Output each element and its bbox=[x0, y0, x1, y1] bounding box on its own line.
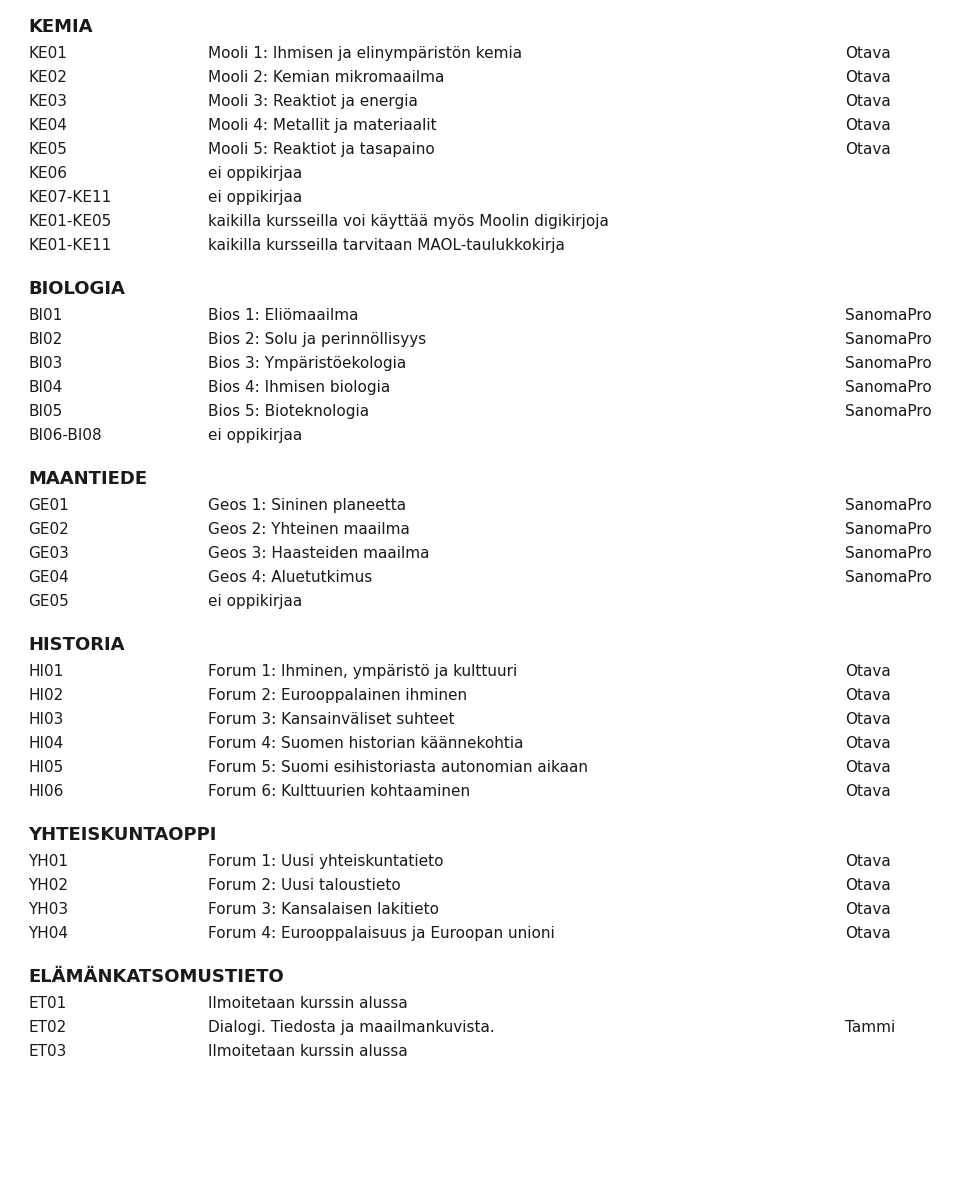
Text: Mooli 2: Kemian mikromaailma: Mooli 2: Kemian mikromaailma bbox=[208, 70, 444, 85]
Text: ELÄMÄNKATSOMUSTIETO: ELÄMÄNKATSOMUSTIETO bbox=[28, 968, 284, 986]
Text: Mooli 5: Reaktiot ja tasapaino: Mooli 5: Reaktiot ja tasapaino bbox=[208, 142, 435, 156]
Text: BI06-BI08: BI06-BI08 bbox=[28, 428, 102, 443]
Text: YH03: YH03 bbox=[28, 902, 68, 917]
Text: HI02: HI02 bbox=[28, 688, 63, 703]
Text: GE04: GE04 bbox=[28, 570, 69, 585]
Text: HI06: HI06 bbox=[28, 784, 63, 799]
Text: Ilmoitetaan kurssin alussa: Ilmoitetaan kurssin alussa bbox=[208, 1044, 408, 1059]
Text: Tammi: Tammi bbox=[845, 1020, 896, 1035]
Text: BI01: BI01 bbox=[28, 308, 62, 324]
Text: KE05: KE05 bbox=[28, 142, 67, 156]
Text: Otava: Otava bbox=[845, 854, 891, 869]
Text: Bios 4: Ihmisen biologia: Bios 4: Ihmisen biologia bbox=[208, 380, 391, 395]
Text: Otava: Otava bbox=[845, 70, 891, 85]
Text: kaikilla kursseilla tarvitaan MAOL-taulukkokirja: kaikilla kursseilla tarvitaan MAOL-taulu… bbox=[208, 238, 564, 254]
Text: ei oppikirjaa: ei oppikirjaa bbox=[208, 594, 302, 609]
Text: BI03: BI03 bbox=[28, 356, 62, 371]
Text: GE01: GE01 bbox=[28, 498, 69, 513]
Text: Forum 2: Eurooppalainen ihminen: Forum 2: Eurooppalainen ihminen bbox=[208, 688, 468, 703]
Text: Mooli 4: Metallit ja materiaalit: Mooli 4: Metallit ja materiaalit bbox=[208, 118, 437, 133]
Text: SanomaPro: SanomaPro bbox=[845, 570, 932, 585]
Text: Mooli 3: Reaktiot ja energia: Mooli 3: Reaktiot ja energia bbox=[208, 94, 418, 109]
Text: Forum 1: Ihminen, ympäristö ja kulttuuri: Forum 1: Ihminen, ympäristö ja kulttuuri bbox=[208, 664, 517, 679]
Text: Dialogi. Tiedosta ja maailmankuvista.: Dialogi. Tiedosta ja maailmankuvista. bbox=[208, 1020, 494, 1035]
Text: BIOLOGIA: BIOLOGIA bbox=[28, 280, 125, 297]
Text: YH02: YH02 bbox=[28, 878, 68, 893]
Text: KEMIA: KEMIA bbox=[28, 18, 92, 36]
Text: YH04: YH04 bbox=[28, 925, 68, 941]
Text: Otava: Otava bbox=[845, 760, 891, 775]
Text: Forum 2: Uusi taloustieto: Forum 2: Uusi taloustieto bbox=[208, 878, 400, 893]
Text: Otava: Otava bbox=[845, 902, 891, 917]
Text: Otava: Otava bbox=[845, 46, 891, 60]
Text: Forum 5: Suomi esihistoriasta autonomian aikaan: Forum 5: Suomi esihistoriasta autonomian… bbox=[208, 760, 588, 775]
Text: Forum 4: Eurooppalaisuus ja Euroopan unioni: Forum 4: Eurooppalaisuus ja Euroopan uni… bbox=[208, 925, 555, 941]
Text: Geos 2: Yhteinen maailma: Geos 2: Yhteinen maailma bbox=[208, 523, 410, 537]
Text: HI01: HI01 bbox=[28, 664, 63, 679]
Text: GE02: GE02 bbox=[28, 523, 69, 537]
Text: Otava: Otava bbox=[845, 784, 891, 799]
Text: MAANTIEDE: MAANTIEDE bbox=[28, 470, 147, 488]
Text: HISTORIA: HISTORIA bbox=[28, 636, 125, 654]
Text: KE02: KE02 bbox=[28, 70, 67, 85]
Text: KE04: KE04 bbox=[28, 118, 67, 133]
Text: Otava: Otava bbox=[845, 94, 891, 109]
Text: KE06: KE06 bbox=[28, 166, 67, 181]
Text: Otava: Otava bbox=[845, 736, 891, 751]
Text: Otava: Otava bbox=[845, 664, 891, 679]
Text: KE01: KE01 bbox=[28, 46, 67, 60]
Text: ET01: ET01 bbox=[28, 997, 66, 1011]
Text: Forum 3: Kansainväliset suhteet: Forum 3: Kansainväliset suhteet bbox=[208, 712, 455, 728]
Text: SanomaPro: SanomaPro bbox=[845, 380, 932, 395]
Text: Otava: Otava bbox=[845, 142, 891, 156]
Text: KE03: KE03 bbox=[28, 94, 67, 109]
Text: SanomaPro: SanomaPro bbox=[845, 308, 932, 324]
Text: Ilmoitetaan kurssin alussa: Ilmoitetaan kurssin alussa bbox=[208, 997, 408, 1011]
Text: Otava: Otava bbox=[845, 688, 891, 703]
Text: GE05: GE05 bbox=[28, 594, 69, 609]
Text: ei oppikirjaa: ei oppikirjaa bbox=[208, 428, 302, 443]
Text: Forum 3: Kansalaisen lakitieto: Forum 3: Kansalaisen lakitieto bbox=[208, 902, 439, 917]
Text: HI04: HI04 bbox=[28, 736, 63, 751]
Text: HI03: HI03 bbox=[28, 712, 63, 728]
Text: SanomaPro: SanomaPro bbox=[845, 332, 932, 347]
Text: ei oppikirjaa: ei oppikirjaa bbox=[208, 166, 302, 181]
Text: kaikilla kursseilla voi käyttää myös Moolin digikirjoja: kaikilla kursseilla voi käyttää myös Moo… bbox=[208, 214, 609, 229]
Text: Geos 3: Haasteiden maailma: Geos 3: Haasteiden maailma bbox=[208, 546, 429, 561]
Text: Bios 5: Bioteknologia: Bios 5: Bioteknologia bbox=[208, 404, 370, 419]
Text: SanomaPro: SanomaPro bbox=[845, 546, 932, 561]
Text: ei oppikirjaa: ei oppikirjaa bbox=[208, 190, 302, 205]
Text: Forum 6: Kulttuurien kohtaaminen: Forum 6: Kulttuurien kohtaaminen bbox=[208, 784, 470, 799]
Text: ET03: ET03 bbox=[28, 1044, 66, 1059]
Text: Otava: Otava bbox=[845, 925, 891, 941]
Text: Otava: Otava bbox=[845, 118, 891, 133]
Text: Bios 3: Ympäristöekologia: Bios 3: Ympäristöekologia bbox=[208, 356, 406, 371]
Text: SanomaPro: SanomaPro bbox=[845, 356, 932, 371]
Text: Forum 4: Suomen historian käännekohtia: Forum 4: Suomen historian käännekohtia bbox=[208, 736, 523, 751]
Text: SanomaPro: SanomaPro bbox=[845, 498, 932, 513]
Text: KE01-KE11: KE01-KE11 bbox=[28, 238, 111, 254]
Text: Otava: Otava bbox=[845, 878, 891, 893]
Text: KE01-KE05: KE01-KE05 bbox=[28, 214, 111, 229]
Text: Bios 1: Eliömaailma: Bios 1: Eliömaailma bbox=[208, 308, 358, 324]
Text: Geos 1: Sininen planeetta: Geos 1: Sininen planeetta bbox=[208, 498, 406, 513]
Text: KE07-KE11: KE07-KE11 bbox=[28, 190, 111, 205]
Text: BI02: BI02 bbox=[28, 332, 62, 347]
Text: Otava: Otava bbox=[845, 712, 891, 728]
Text: SanomaPro: SanomaPro bbox=[845, 404, 932, 419]
Text: HI05: HI05 bbox=[28, 760, 63, 775]
Text: BI04: BI04 bbox=[28, 380, 62, 395]
Text: BI05: BI05 bbox=[28, 404, 62, 419]
Text: YH01: YH01 bbox=[28, 854, 68, 869]
Text: Bios 2: Solu ja perinnöllisyys: Bios 2: Solu ja perinnöllisyys bbox=[208, 332, 426, 347]
Text: ET02: ET02 bbox=[28, 1020, 66, 1035]
Text: YHTEISKUNTAOPPI: YHTEISKUNTAOPPI bbox=[28, 826, 216, 844]
Text: Mooli 1: Ihmisen ja elinympäristön kemia: Mooli 1: Ihmisen ja elinympäristön kemia bbox=[208, 46, 522, 60]
Text: Geos 4: Aluetutkimus: Geos 4: Aluetutkimus bbox=[208, 570, 372, 585]
Text: SanomaPro: SanomaPro bbox=[845, 523, 932, 537]
Text: GE03: GE03 bbox=[28, 546, 69, 561]
Text: Forum 1: Uusi yhteiskuntatieto: Forum 1: Uusi yhteiskuntatieto bbox=[208, 854, 444, 869]
